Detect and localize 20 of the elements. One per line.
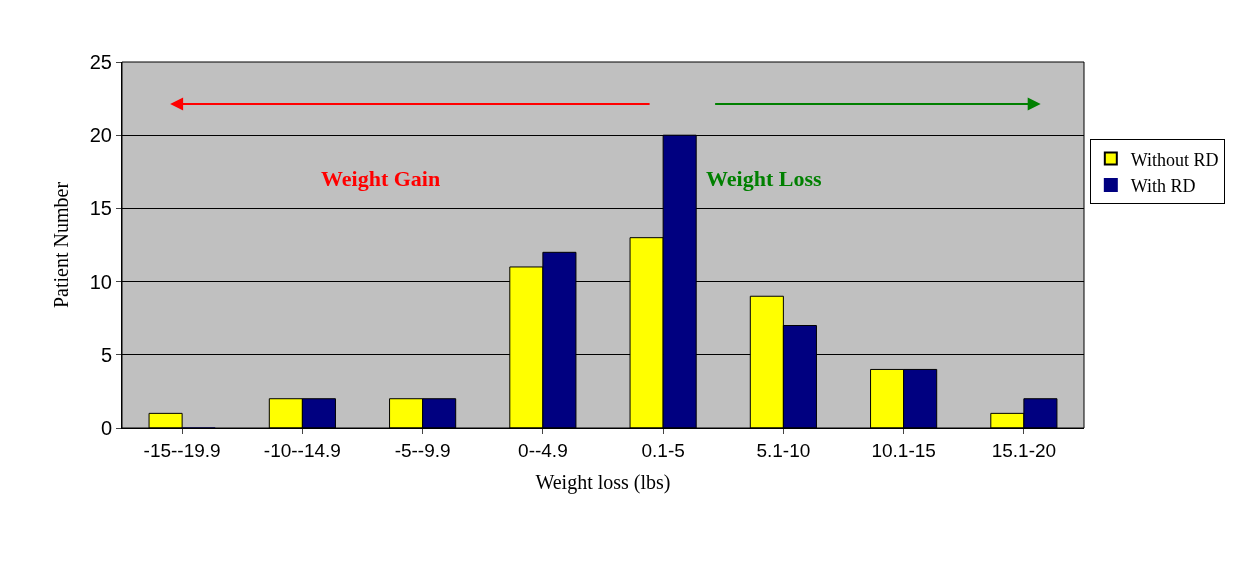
legend-label: Without RD: [1130, 149, 1219, 170]
x-tick-label: 0.1-5: [641, 439, 685, 461]
x-tick-label: 15.1-20: [991, 439, 1057, 461]
y-tick-label: 15: [89, 197, 112, 220]
annotation: Weight Gain: [321, 166, 441, 191]
legend-label: With RD: [1130, 175, 1196, 196]
y-axis-title: Patient Number: [50, 181, 73, 309]
y-tick-label: 10: [89, 270, 112, 293]
annotation: Weight Loss: [706, 166, 822, 191]
x-tick-label: -10--14.9: [263, 439, 341, 461]
x-tick-label: 0--4.9: [518, 439, 568, 461]
x-tick-label: -5--9.9: [394, 439, 451, 461]
y-tick-label: 25: [89, 51, 112, 73]
y-tick-label: 5: [100, 343, 112, 366]
x-tick-label: 5.1-10: [756, 439, 811, 461]
x-axis-title: Weight loss (lbs): [535, 471, 671, 495]
y-tick-label: 0: [100, 417, 112, 439]
x-tick-label: 10.1-15: [871, 439, 936, 461]
y-tick-label: 20: [89, 124, 112, 147]
x-tick-label: -15--19.9: [143, 439, 221, 461]
